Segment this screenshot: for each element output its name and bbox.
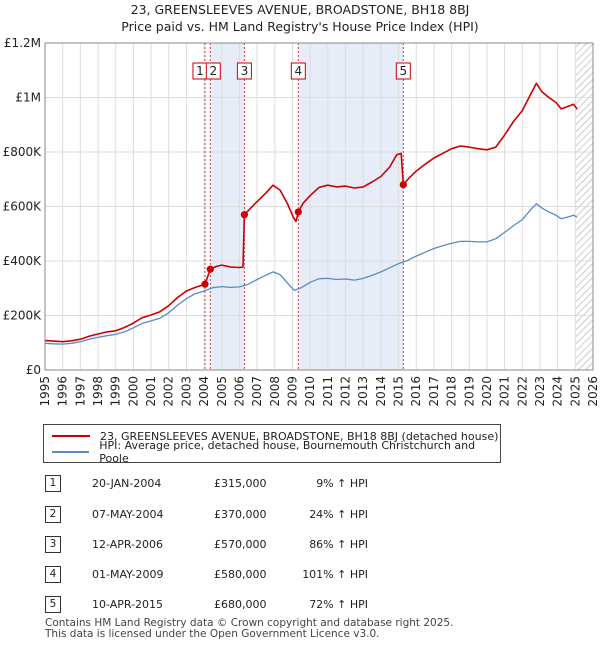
chart-subtitle: Price paid vs. HM Land Registry's House … xyxy=(121,19,479,34)
row-hpi-change: 72% ↑ HPI xyxy=(309,598,368,611)
y-tick-label: £400K xyxy=(3,254,43,268)
row-hpi-change: 9% ↑ HPI xyxy=(316,477,368,490)
row-price: £370,000 xyxy=(214,508,267,521)
legend-price-label: 23, GREENSLEEVES AVENUE, BROADSTONE, BH1… xyxy=(100,429,499,443)
row-badge: 3 xyxy=(45,536,61,553)
x-tick-label: 1999 xyxy=(109,376,123,407)
sale-badge xyxy=(395,62,411,80)
x-tick-label: 2011 xyxy=(321,376,335,407)
x-tick-label: 2016 xyxy=(409,376,423,407)
footer: Contains HM Land Registry data © Crown c… xyxy=(45,618,453,640)
x-tick-label: 2024 xyxy=(551,376,565,407)
row-price: £570,000 xyxy=(214,538,267,551)
y-tick-label: £1.2M xyxy=(4,36,41,50)
sale-badge-label: 3 xyxy=(241,64,249,78)
table-row: 1 20-JAN-2004 £315,000 9% ↑ HPI xyxy=(0,473,600,495)
x-tick-label: 2017 xyxy=(427,376,441,407)
sale-point xyxy=(240,211,249,219)
price-line xyxy=(44,82,578,343)
x-tick-label: 2006 xyxy=(232,376,246,407)
sale-point xyxy=(399,181,407,189)
x-tick-label: 2005 xyxy=(215,376,229,407)
x-tick-label: 2023 xyxy=(533,376,547,407)
row-badge: 1 xyxy=(45,475,61,492)
row-badge: 5 xyxy=(45,596,61,613)
row-price: £680,000 xyxy=(214,598,267,611)
row-date: 07-MAY-2004 xyxy=(92,508,164,521)
plot-border xyxy=(44,42,594,371)
x-tick-label: 2002 xyxy=(162,376,176,407)
sale-point xyxy=(294,208,302,216)
row-price: £580,000 xyxy=(214,568,267,581)
sale-badge-label: 4 xyxy=(294,64,302,78)
footer-copyright: Contains HM Land Registry data © Crown c… xyxy=(45,617,454,629)
chart-title: 23, GREENSLEEVES AVENUE, BROADSTONE, BH1… xyxy=(130,2,470,17)
y-tick-label: £600K xyxy=(3,200,43,214)
sale-badge-label: 1 xyxy=(196,64,204,78)
legend-item-price: 23, GREENSLEEVES AVENUE, BROADSTONE, BH1… xyxy=(52,428,498,444)
x-tick-label: 2001 xyxy=(144,376,158,407)
x-tick-label: 2025 xyxy=(568,376,582,407)
legend: 23, GREENSLEEVES AVENUE, BROADSTONE, BH1… xyxy=(43,424,501,465)
table-row: 4 01-MAY-2009 £580,000 101% ↑ HPI xyxy=(0,564,600,586)
x-tick-label: 2014 xyxy=(374,376,388,407)
footer-licence: This data is licensed under the Open Gov… xyxy=(45,628,380,640)
hpi-line xyxy=(44,203,578,345)
legend-price-swatch xyxy=(52,435,90,437)
x-tick-label: 2007 xyxy=(250,376,264,407)
x-tick-label: 1996 xyxy=(56,376,70,407)
y-tick-label: £0 xyxy=(26,363,41,377)
row-badge: 2 xyxy=(45,506,61,523)
row-hpi-change: 101% ↑ HPI xyxy=(302,568,368,581)
x-tick-label: 2010 xyxy=(303,376,317,407)
x-tick-label: 1995 xyxy=(38,376,52,407)
legend-item-hpi: HPI: Average price, detached house, Bour… xyxy=(52,439,500,465)
legend-hpi-swatch xyxy=(52,451,90,453)
x-tick-label: 2022 xyxy=(515,376,529,407)
x-tick-label: 2018 xyxy=(445,376,459,407)
x-tick-label: 2003 xyxy=(179,376,193,407)
x-tick-label: 2012 xyxy=(339,376,353,407)
sale-point xyxy=(206,265,214,273)
x-tick-label: 2021 xyxy=(498,376,512,407)
row-hpi-change: 24% ↑ HPI xyxy=(309,508,368,521)
x-tick-label: 2008 xyxy=(268,376,282,407)
y-tick-label: £1M xyxy=(15,91,41,105)
row-hpi-change: 86% ↑ HPI xyxy=(309,538,368,551)
legend-hpi-label: HPI: Average price, detached house, Bour… xyxy=(99,439,476,465)
row-badge: 4 xyxy=(45,566,61,583)
row-date: 01-MAY-2009 xyxy=(92,568,164,581)
sale-badge-label: 2 xyxy=(209,64,217,78)
x-tick-label: 2004 xyxy=(197,376,211,407)
sale-badge xyxy=(290,62,306,80)
x-tick-label: 2015 xyxy=(392,376,406,407)
sale-badge-label: 5 xyxy=(400,64,408,78)
row-price: £315,000 xyxy=(214,477,267,490)
x-tick-label: 2000 xyxy=(126,376,140,407)
row-date: 12-APR-2006 xyxy=(92,538,164,551)
sale-point xyxy=(201,280,209,288)
x-tick-label: 2019 xyxy=(462,376,476,407)
x-tick-label: 2020 xyxy=(480,376,494,407)
y-tick-label: £800K xyxy=(3,145,43,159)
y-tick-label: £200K xyxy=(3,309,43,323)
x-tick-label: 2026 xyxy=(586,376,600,407)
sale-badge xyxy=(205,62,221,80)
x-tick-label: 1998 xyxy=(91,376,105,407)
x-tick-label: 2009 xyxy=(285,376,299,407)
row-date: 10-APR-2015 xyxy=(92,598,164,611)
x-tick-label: 2013 xyxy=(356,376,370,407)
table-row: 5 10-APR-2015 £680,000 72% ↑ HPI xyxy=(0,594,600,616)
row-date: 20-JAN-2004 xyxy=(92,477,162,490)
x-tick-label: 1997 xyxy=(73,376,87,407)
table-row: 3 12-APR-2006 £570,000 86% ↑ HPI xyxy=(0,534,600,556)
table-row: 2 07-MAY-2004 £370,000 24% ↑ HPI xyxy=(0,504,600,526)
sale-badge xyxy=(236,62,252,80)
